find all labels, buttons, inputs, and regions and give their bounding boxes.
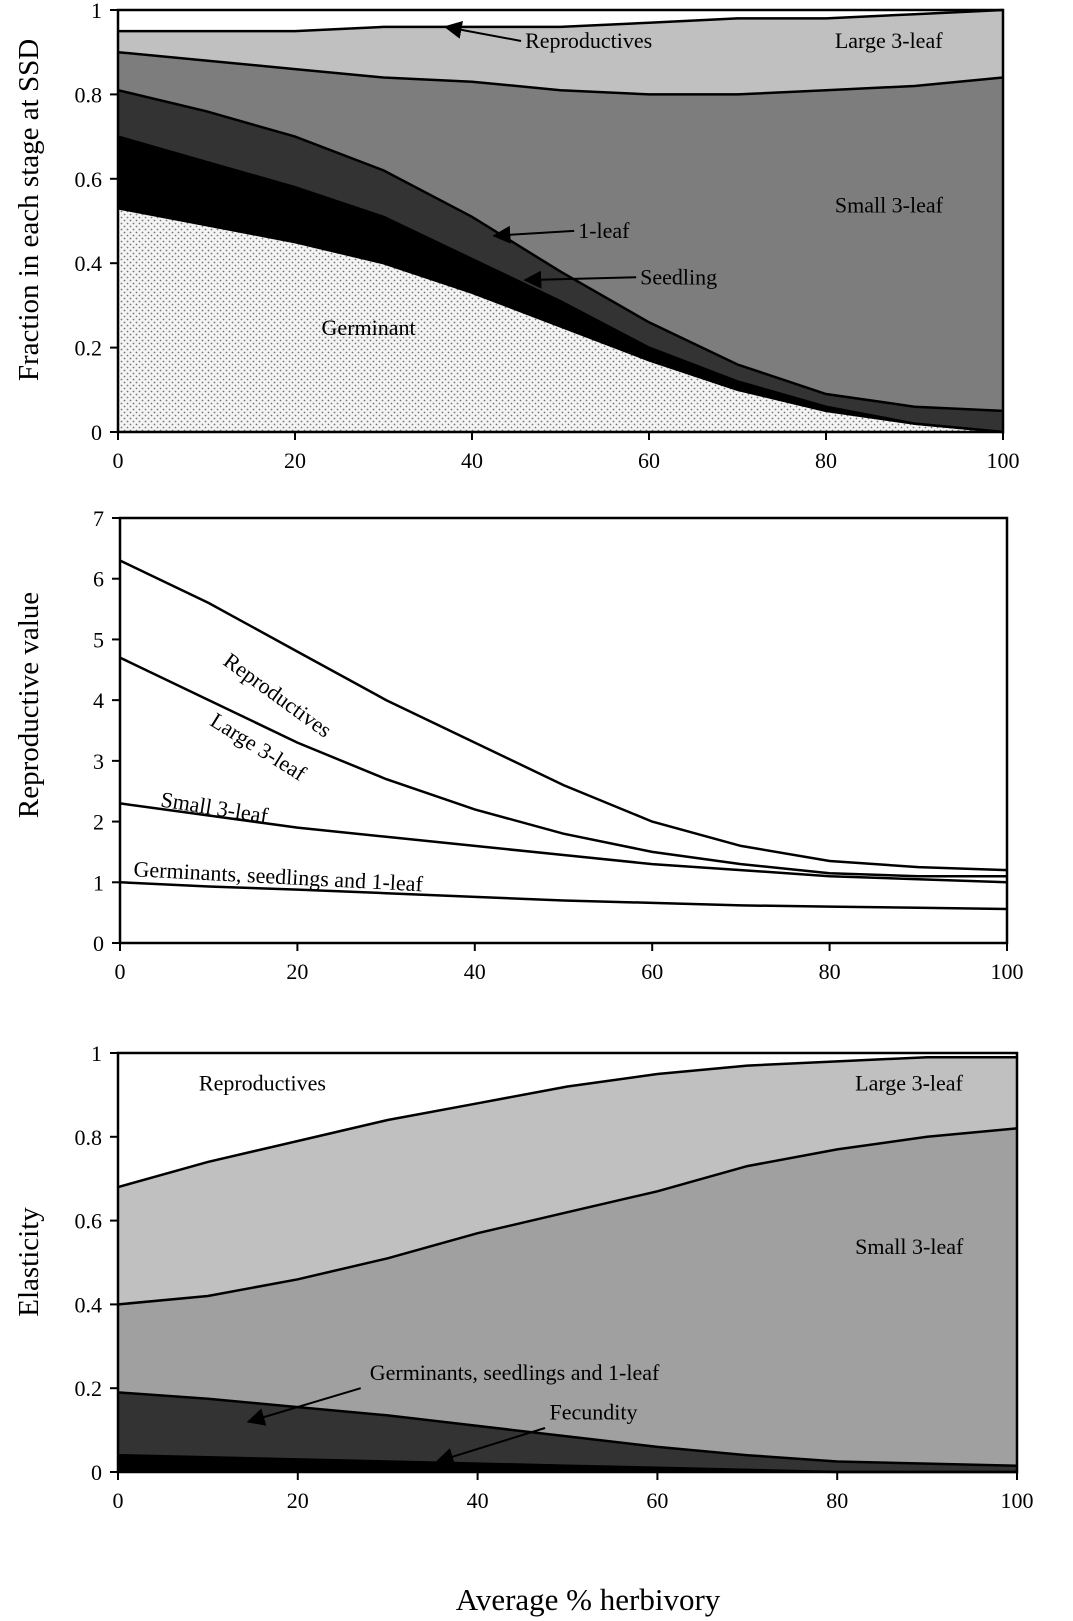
y-tick-label: 0.6 [75, 1209, 103, 1234]
y-tick-label: 0.4 [75, 1292, 103, 1317]
y-tick-label: 5 [93, 627, 104, 652]
x-tick-label: 80 [815, 448, 837, 473]
annotation-fecundity: Fecundity [550, 1400, 638, 1425]
x-tick-label: 80 [819, 959, 841, 984]
x-tick-label: 20 [287, 1488, 309, 1513]
y-axis-label: Elasticity [13, 1207, 45, 1317]
plot-frame [116, 8, 1005, 434]
x-tick-label: 0 [113, 1488, 124, 1513]
area-germinant [118, 208, 1003, 432]
series-line-germinants-seedlings-and-1-leaf [119, 881, 1008, 911]
plot-frame [116, 1051, 1019, 1474]
x-tick-label: 40 [464, 959, 486, 984]
area-large-3-leaf [118, 10, 1003, 95]
y-tick-label: 0.6 [75, 167, 103, 192]
y-tick-label: 1 [91, 1041, 102, 1066]
boundary-line-small-3-leaf [117, 1127, 1018, 1306]
x-tick-label: 100 [1001, 1488, 1034, 1513]
y-axis-label: Fraction in each stage at SSD [13, 39, 45, 381]
annotation-1-leaf: 1-leaf [578, 218, 630, 243]
series-line-small-3-leaf [119, 802, 1008, 884]
annotation-reproductives: Reproductives [525, 28, 652, 53]
area-reproductives [118, 1053, 1017, 1188]
annotation-large-3-leaf: Large 3-leaf [835, 28, 943, 53]
annotation-arrow [435, 1427, 546, 1466]
x-tick-label: 20 [286, 959, 308, 984]
boundary-line-large-3-leaf [118, 8, 1004, 33]
y-tick-label: 1 [91, 0, 102, 23]
boundary-line-seedling [117, 135, 1004, 434]
x-tick-label: 80 [826, 1488, 848, 1513]
y-tick-label: 0.2 [75, 1376, 103, 1401]
y-tick-label: 6 [93, 567, 104, 592]
y-tick-label: 0 [91, 420, 102, 445]
annotation-arrow [443, 21, 522, 42]
x-tick-label: 100 [991, 959, 1024, 984]
y-tick-label: 0.2 [75, 336, 103, 361]
boundary-line-germinant [117, 207, 1004, 434]
area-large-3-leaf [118, 1057, 1017, 1305]
y-tick-label: 4 [93, 688, 104, 713]
annotation-arrow [246, 1387, 362, 1426]
annotation-reproductives: Reproductives [199, 1071, 326, 1096]
annotation-germinants-seedlings-and-1-leaf: Germinants, seedlings and 1-leaf [370, 1360, 660, 1385]
series-line-reproductives [119, 559, 1008, 872]
x-tick-label: 0 [113, 448, 124, 473]
annotation-small-3-leaf: Small 3-leaf [835, 193, 944, 218]
area-reproductives [118, 10, 1003, 32]
y-tick-label: 2 [93, 810, 104, 835]
plot-frame [118, 516, 1009, 945]
y-tick-label: 0 [91, 1460, 102, 1485]
x-tick-label: 100 [987, 448, 1020, 473]
annotation-arrow [492, 225, 575, 244]
x-tick-label: 40 [467, 1488, 489, 1513]
boundary-line-germinants-seedlings-and-1-leaf [117, 1391, 1018, 1467]
y-tick-label: 3 [93, 749, 104, 774]
y-axis-label: Reproductive value [13, 592, 45, 818]
panel-ssd-chart: 0 20 40 60 80 100 0 0.2 0.4 0.6 0.8 1 Fraction in ea… [13, 0, 1020, 473]
y-tick-label: 0 [93, 931, 104, 956]
x-tick-label: 60 [641, 959, 663, 984]
x-tick-label: 60 [638, 448, 660, 473]
y-tick-label: 1 [93, 870, 104, 895]
y-tick-label: 0.8 [75, 1125, 103, 1150]
panel-elasticity-chart: 0 20 40 60 80 100 0 0.2 0.4 0.6 0.8 1 Elasticity Repr… [13, 1041, 1034, 1513]
plot-area [120, 518, 1007, 943]
y-tick-label: 0.4 [75, 251, 103, 276]
annotation-germinant: Germinant [322, 315, 416, 340]
x-tick-label: 20 [284, 448, 306, 473]
y-tick-label: 7 [93, 506, 104, 531]
boundary-line-large-3-leaf [117, 1055, 1017, 1189]
y-tick-label: 0.8 [75, 82, 103, 107]
series-line-large-3-leaf [119, 656, 1007, 878]
area-fecundity [118, 1455, 1017, 1472]
x-tick-label: 0 [115, 959, 126, 984]
annotation-small-3-leaf: Small 3-leaf [855, 1234, 964, 1259]
area-small-3-leaf [118, 1128, 1017, 1466]
boundary-line-1-leaf [117, 88, 1004, 413]
area-seedling [118, 136, 1003, 432]
area-1-leaf [118, 90, 1003, 432]
annotation-seedling: Seedling [640, 264, 717, 289]
annotation-arrow [523, 270, 637, 289]
annotation-large-3-leaf: Large 3-leaf [855, 1071, 963, 1096]
boundary-line-small-3-leaf [117, 50, 1004, 96]
x-axis-label: Average % herbivory [456, 1582, 721, 1617]
x-tick-label: 40 [461, 448, 483, 473]
x-tick-label: 60 [646, 1488, 668, 1513]
